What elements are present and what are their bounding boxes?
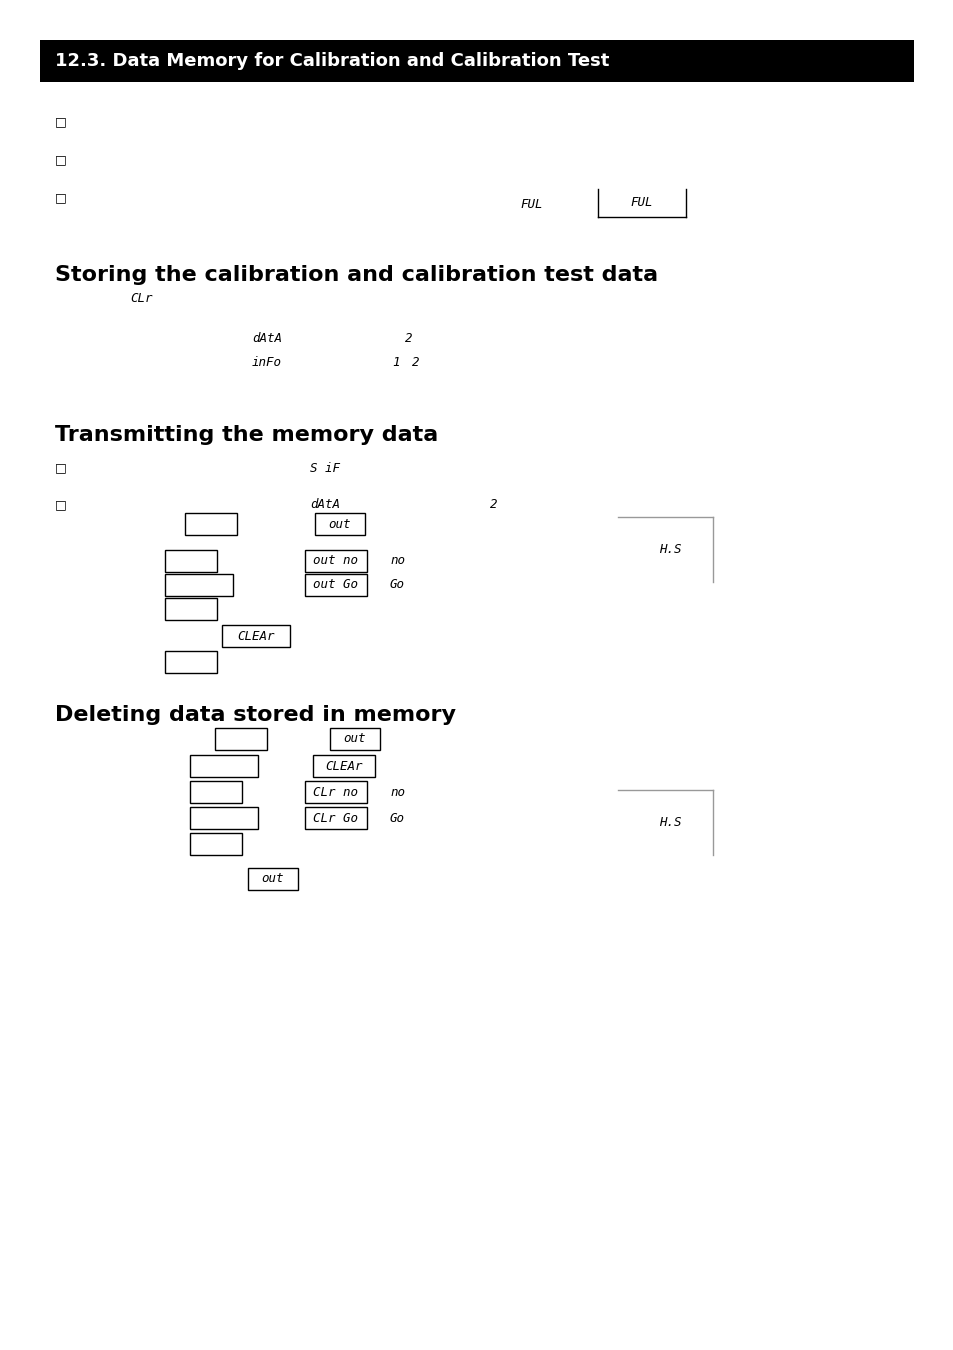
Bar (165, 651, 216, 674)
Bar (313, 755, 375, 778)
Bar (314, 513, 365, 535)
Bar (190, 755, 257, 778)
Text: □: □ (55, 192, 67, 204)
Text: inFo: inFo (252, 356, 282, 370)
Bar (248, 868, 297, 890)
Bar (40, 40, 913, 82)
Text: □: □ (55, 462, 67, 474)
Bar (190, 807, 257, 829)
Text: CLEAr: CLEAr (325, 760, 362, 772)
Bar (165, 598, 216, 620)
Text: dAtA: dAtA (310, 498, 339, 512)
Bar (190, 782, 242, 803)
Text: dAtA: dAtA (252, 332, 282, 344)
Text: out Go: out Go (314, 579, 358, 591)
Text: 2: 2 (405, 332, 412, 344)
Bar (190, 833, 242, 855)
Bar (165, 549, 216, 572)
Bar (214, 728, 267, 751)
Text: Transmitting the memory data: Transmitting the memory data (55, 425, 437, 446)
Text: Storing the calibration and calibration test data: Storing the calibration and calibration … (55, 265, 658, 285)
Text: H.S: H.S (659, 815, 681, 829)
Text: S iF: S iF (310, 462, 339, 474)
Text: out: out (329, 517, 351, 531)
Text: □: □ (55, 154, 67, 166)
Text: □: □ (55, 498, 67, 512)
Bar (305, 574, 367, 595)
Text: □: □ (55, 116, 67, 128)
Text: out no: out no (314, 555, 358, 567)
Text: FUL: FUL (630, 197, 653, 209)
Text: out: out (261, 872, 284, 886)
Text: out: out (343, 733, 366, 745)
Bar (305, 807, 367, 829)
Text: Go: Go (390, 579, 405, 591)
Text: 2: 2 (412, 356, 419, 370)
Bar (330, 728, 379, 751)
Text: no: no (390, 786, 405, 798)
Text: Go: Go (390, 811, 405, 825)
Bar (222, 625, 290, 647)
Bar (305, 782, 367, 803)
Text: CLr: CLr (130, 292, 152, 305)
Text: 1: 1 (392, 356, 399, 370)
Text: 12.3. Data Memory for Calibration and Calibration Test: 12.3. Data Memory for Calibration and Ca… (55, 53, 609, 70)
Bar (305, 549, 367, 572)
Bar (185, 513, 236, 535)
Text: CLr no: CLr no (314, 786, 358, 798)
Text: no: no (390, 555, 405, 567)
Text: CLr Go: CLr Go (314, 811, 358, 825)
Bar (165, 574, 233, 595)
Text: 2: 2 (490, 498, 497, 512)
Text: FUL: FUL (519, 198, 542, 212)
Text: Deleting data stored in memory: Deleting data stored in memory (55, 705, 456, 725)
Text: CLEAr: CLEAr (237, 629, 274, 643)
Text: H.S: H.S (659, 543, 681, 556)
